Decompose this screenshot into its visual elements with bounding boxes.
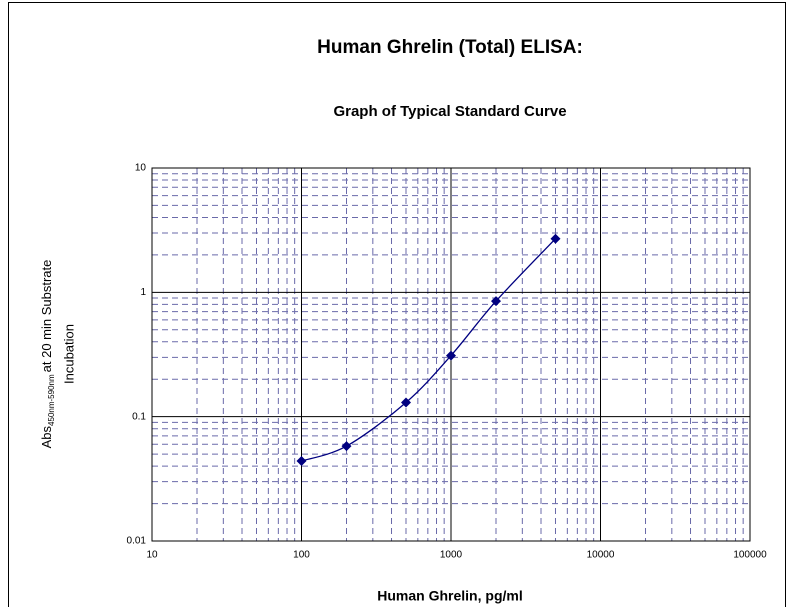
x-tick-label: 100	[293, 550, 310, 561]
x-tick-label: 1000	[440, 550, 463, 561]
y-tick-label: 10	[135, 163, 147, 174]
plot-border	[151, 167, 751, 542]
marker	[400, 397, 411, 408]
y-tick-label: 0.1	[132, 411, 146, 422]
y-axis-title: Abs450nm-590nmat 20 min Substrate Incuba…	[39, 260, 76, 449]
y-tick-label: 1	[140, 287, 146, 298]
y-title-rest: at 20 min Substrate	[39, 260, 54, 373]
x-tick-label: 10000	[587, 550, 615, 561]
x-axis-title: Human Ghrelin, pg/ml	[377, 588, 522, 604]
x-tick-label: 10	[146, 550, 158, 561]
marker	[550, 233, 561, 244]
y-title-subscript: 450nm-590nm	[47, 374, 56, 426]
marker	[341, 441, 352, 452]
marker	[446, 350, 456, 361]
y-axis-title-line: Abs450nm-590nmat 20 min Substrate	[39, 260, 56, 449]
chart-subtitle: Graph of Typical Standard Curve	[333, 103, 566, 120]
y-title-main: Abs	[39, 425, 54, 448]
curve	[301, 238, 556, 462]
marker	[491, 296, 502, 307]
y-title-line2: Incubation	[61, 324, 76, 384]
marker	[296, 455, 307, 466]
frame	[8, 2, 786, 607]
y-tick-label: 0.01	[127, 536, 147, 547]
x-tick-label: 100000	[733, 550, 767, 561]
chart-title: Human Ghrelin (Total) ELISA:	[317, 37, 583, 58]
